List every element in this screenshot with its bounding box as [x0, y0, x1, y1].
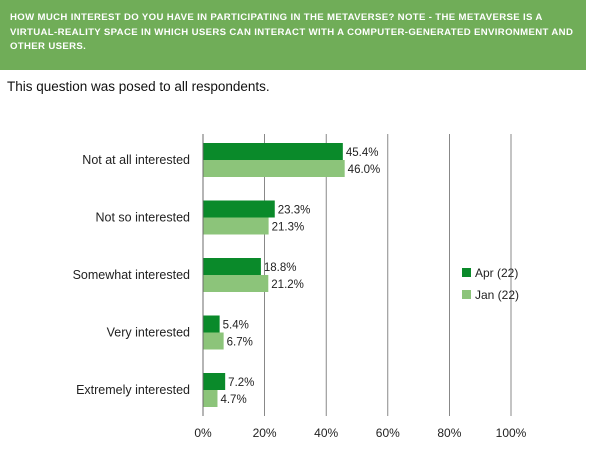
x-tick-label: 20% — [253, 426, 277, 440]
data-label: 6.7% — [227, 337, 253, 349]
category-label: Not at all interested — [82, 153, 190, 167]
bar-jan — [203, 332, 224, 350]
data-label: 7.2% — [228, 377, 254, 389]
data-label: 18.8% — [264, 262, 297, 274]
x-tick-label: 80% — [437, 426, 461, 440]
x-tick-label: 100% — [496, 426, 527, 440]
category-label: Very interested — [107, 326, 190, 340]
x-tick-label: 60% — [376, 426, 400, 440]
bar-jan — [203, 217, 269, 235]
category-label: Extremely interested — [76, 383, 190, 397]
x-tick-label: 0% — [194, 426, 212, 440]
question-banner: HOW MUCH INTEREST DO YOU HAVE IN PARTICI… — [0, 0, 586, 70]
category-label: Not so interested — [96, 211, 191, 225]
bar-apr — [203, 200, 275, 218]
bar-jan — [203, 275, 269, 292]
bar-apr — [203, 373, 226, 390]
bar-apr — [203, 315, 220, 333]
data-label: 5.4% — [223, 320, 249, 332]
legend-label: Jan (22) — [475, 288, 519, 302]
bar-jan — [203, 160, 345, 177]
category-label: Somewhat interested — [73, 268, 190, 282]
data-label: 21.3% — [272, 222, 305, 234]
data-label: 23.3% — [278, 205, 311, 217]
bar-apr — [203, 258, 261, 275]
x-tick-label: 40% — [314, 426, 338, 440]
question-title: HOW MUCH INTEREST DO YOU HAVE IN PARTICI… — [10, 12, 574, 52]
bar-jan — [203, 390, 218, 407]
data-label: 4.7% — [220, 394, 246, 406]
respondents-note: This question was posed to all responden… — [7, 79, 270, 94]
legend-label: Apr (22) — [475, 266, 518, 280]
data-label: 21.2% — [271, 279, 304, 291]
data-label: 45.4% — [346, 147, 379, 159]
legend-swatch-apr — [462, 268, 471, 277]
bar-apr — [203, 143, 343, 160]
data-label: 46.0% — [348, 164, 381, 176]
legend-swatch-jan — [462, 290, 471, 299]
